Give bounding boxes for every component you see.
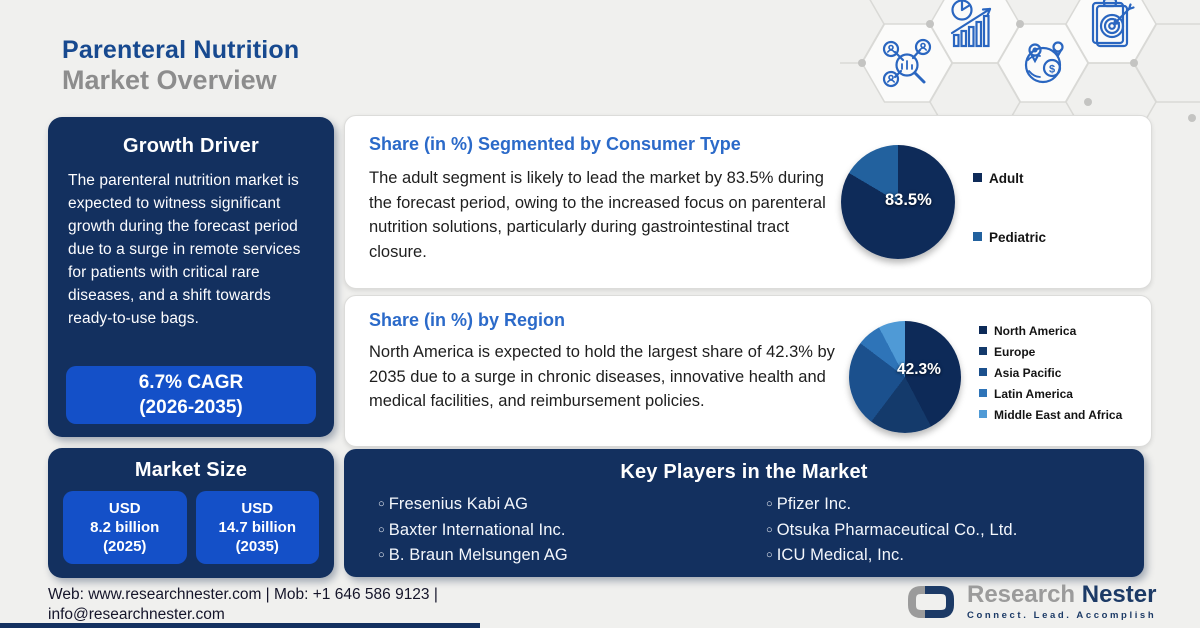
market-size-year: (2025) <box>103 538 147 555</box>
logo-name: Research Nester <box>967 583 1156 607</box>
logo-name-nester: Nester <box>1081 581 1157 608</box>
consumer-pie-chart: 83.5% <box>841 145 955 259</box>
logo-name-research: Research <box>967 581 1076 608</box>
legend-item: Latin America <box>979 387 1122 401</box>
legend-label: Asia Pacific <box>994 366 1062 380</box>
growth-driver-panel: Growth Driver The parenteral nutrition m… <box>48 117 334 437</box>
legend-swatch <box>979 347 987 355</box>
target-clipboard-icon <box>1091 0 1135 48</box>
cagr-value: 6.7% CAGR <box>138 372 244 393</box>
bullet-icon: ○ <box>378 523 385 536</box>
legend-item: Asia Pacific <box>979 366 1122 380</box>
legend-swatch <box>973 232 982 241</box>
page-title-line1: Parenteral Nutrition <box>62 36 300 64</box>
key-player-item: ○ B. Braun Melsungen AG <box>378 544 766 570</box>
key-players-heading: Key Players in the Market <box>620 461 868 483</box>
region-card: Share (in %) by Region North America is … <box>344 295 1152 447</box>
logo-tagline: Connect. Lead. Accomplish <box>967 610 1157 621</box>
legend-item: Adult <box>973 171 1046 186</box>
market-size-currency: USD <box>108 500 141 517</box>
hexagon-pattern: $ <box>840 0 1200 125</box>
market-size-2025-badge: USD 8.2 billion (2025) <box>63 491 187 564</box>
key-player-item: ○ Fresenius Kabi AG <box>378 493 766 519</box>
legend-label: Adult <box>989 171 1024 186</box>
legend-label: Europe <box>994 345 1036 359</box>
region-pie-legend: North America Europe Asia Pacific Latin Ame… <box>979 324 1122 429</box>
consumer-card-body: The adult segment is likely to lead the … <box>369 169 826 261</box>
market-size-heading: Market Size <box>134 459 248 481</box>
svg-text:$: $ <box>1049 64 1055 76</box>
key-players-panel: Key Players in the Market ○ Fresenius Kab… <box>344 449 1144 577</box>
key-player-item: ○ Pfizer Inc. <box>766 493 1110 519</box>
region-card-body: North America is expected to hold the la… <box>369 343 835 410</box>
legend-swatch <box>973 173 982 182</box>
bullet-icon: ○ <box>378 549 385 561</box>
key-player-name: Otsuka Pharmaceutical Co., Ltd. <box>776 520 1018 539</box>
consumer-pie-label: 83.5% <box>885 191 932 209</box>
legend-swatch <box>979 326 987 334</box>
market-size-values: USD 8.2 billion (2025) USD 14.7 billion … <box>63 491 319 564</box>
page-title-line2: Market Overview <box>62 65 277 95</box>
key-players-column-1: ○ Fresenius Kabi AG ○ Baxter International … <box>378 493 766 570</box>
bullet-icon: ○ <box>766 549 773 561</box>
cagr-badge: 6.7% CAGR (2026-2035) <box>66 366 316 424</box>
region-pie-label: 42.3% <box>897 361 941 378</box>
market-size-panel: Market Size USD 8.2 billion (2025) USD 1… <box>48 448 334 578</box>
legend-label: Latin America <box>994 387 1073 401</box>
region-pie-chart: 42.3% <box>849 321 961 433</box>
key-player-name: Baxter International Inc. <box>388 520 566 539</box>
consumer-type-card: Share (in %) Segmented by Consumer Type … <box>344 115 1152 289</box>
key-player-item: ○ Baxter International Inc. <box>378 519 766 545</box>
legend-item: North America <box>979 324 1122 338</box>
region-card-heading: Share (in %) by Region <box>369 310 566 330</box>
footer-email: info@researchnester.com <box>48 606 225 623</box>
logo-text: Research Nester Connect. Lead. Accomplis… <box>967 583 1157 622</box>
legend-label: North America <box>994 324 1077 338</box>
growth-chart-icon <box>950 0 992 48</box>
global-market-icon: $ <box>1024 41 1064 84</box>
bullet-icon: ○ <box>766 523 773 536</box>
legend-swatch <box>979 368 987 376</box>
consumer-card-heading: Share (in %) Segmented by Consumer Type <box>369 134 741 154</box>
footer-contact: Web: www.researchnester.com | Mob: +1 64… <box>48 585 438 625</box>
bullet-icon: ○ <box>378 498 385 510</box>
key-player-name: B. Braun Melsungen AG <box>388 546 568 564</box>
key-player-name: ICU Medical, Inc. <box>776 546 905 564</box>
key-player-name: Fresenius Kabi AG <box>388 495 529 513</box>
legend-item: Pediatric <box>973 230 1046 245</box>
market-size-currency: USD <box>241 500 274 517</box>
market-research-icon <box>882 38 932 88</box>
bottom-accent-bar <box>0 623 480 628</box>
footer-web-mobile: Web: www.researchnester.com | Mob: +1 64… <box>48 586 438 603</box>
growth-driver-heading: Growth Driver <box>123 135 259 157</box>
growth-driver-body: The parenteral nutrition market is expec… <box>68 172 301 327</box>
key-player-item: ○ Otsuka Pharmaceutical Co., Ltd. <box>766 519 1110 545</box>
cagr-period: (2026-2035) <box>139 397 243 418</box>
legend-item: Middle East and Africa <box>979 408 1122 422</box>
logo-mark-icon <box>908 586 954 618</box>
consumer-pie-legend: Adult Pediatric <box>973 171 1046 289</box>
legend-item: Europe <box>979 345 1122 359</box>
legend-swatch <box>979 410 987 418</box>
research-nester-logo: Research Nester Connect. Lead. Accomplis… <box>903 582 1156 622</box>
market-size-2035-badge: USD 14.7 billion (2035) <box>195 491 319 564</box>
key-player-name: Pfizer Inc. <box>776 495 852 513</box>
key-player-item: ○ ICU Medical, Inc. <box>766 544 1110 570</box>
page-title: Parenteral Nutrition Market Overview <box>62 36 299 96</box>
key-players-columns: ○ Fresenius Kabi AG ○ Baxter International … <box>344 493 1144 570</box>
legend-swatch <box>979 389 987 397</box>
legend-label: Middle East and Africa <box>994 408 1123 422</box>
market-size-amount: 8.2 billion <box>90 519 160 536</box>
market-size-year: (2035) <box>235 538 279 555</box>
key-players-column-2: ○ Pfizer Inc. ○ Otsuka Pharmaceutical Co., … <box>766 493 1110 570</box>
bullet-icon: ○ <box>766 498 773 510</box>
market-size-amount: 14.7 billion <box>218 519 297 536</box>
legend-label: Pediatric <box>989 230 1047 245</box>
